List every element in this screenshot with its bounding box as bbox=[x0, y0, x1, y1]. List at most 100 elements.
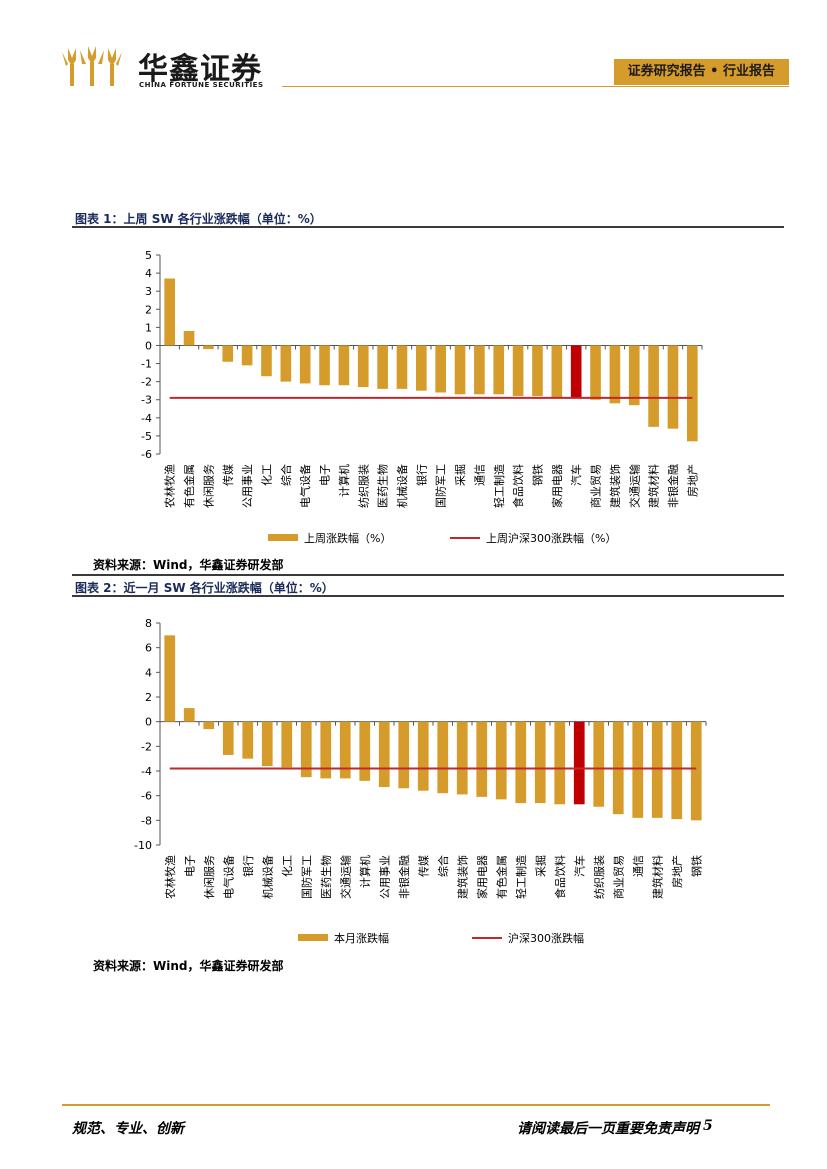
bar bbox=[554, 721, 566, 805]
bar bbox=[203, 721, 215, 730]
x-category-label: 传媒 bbox=[417, 855, 430, 877]
figure-1-bottom-rule bbox=[72, 574, 784, 576]
header: 华鑫证券 CHINA FORTUNE SECURITIES 证券研究报告 • 行… bbox=[0, 0, 827, 100]
y-tick-label: -10 bbox=[134, 839, 152, 852]
bar bbox=[686, 345, 698, 442]
x-category-label: 化工 bbox=[280, 855, 294, 877]
bar bbox=[435, 345, 447, 393]
legend-bar-swatch bbox=[298, 934, 328, 941]
bar bbox=[590, 345, 601, 400]
bar bbox=[242, 721, 254, 759]
x-category-label: 医药生物 bbox=[376, 464, 390, 508]
bar bbox=[339, 721, 351, 779]
bar bbox=[183, 330, 195, 346]
bar bbox=[164, 278, 176, 346]
figure-1-chart: 5 4 3 2 1 0 -1 -2 -3 -4 -5 -6 农林牧渔 有色金属 休闲服务 传媒 公用事业 化工综… bbox=[141, 249, 703, 545]
bar bbox=[515, 721, 527, 804]
x-category-label: 交通运输 bbox=[627, 464, 641, 508]
footer-disclaimer-text: 请阅读最后一页重要免责声明 bbox=[517, 1121, 699, 1137]
bar bbox=[203, 345, 214, 350]
y-tick-label: 2 bbox=[145, 303, 152, 316]
y-tick-label: 4 bbox=[145, 666, 152, 679]
logo-icon bbox=[62, 46, 122, 86]
y-tick-label: -4 bbox=[141, 765, 152, 778]
x-category-label: 采掘 bbox=[453, 464, 467, 486]
figure-2-source: 资料来源：Wind，华鑫证券研发部 bbox=[93, 959, 284, 973]
x-category-label: 综合 bbox=[436, 855, 450, 877]
y-tick-label: -4 bbox=[141, 412, 152, 425]
bar bbox=[648, 345, 659, 427]
x-category-label: 公用事业 bbox=[378, 855, 391, 899]
x-category-label: 交通运输 bbox=[338, 855, 352, 899]
x-category-label: 商业贸易 bbox=[589, 464, 603, 508]
x-category-label: 医药生物 bbox=[319, 855, 333, 899]
footer-slogan: 规范、专业、创新 bbox=[72, 1121, 184, 1137]
x-category-label: 房地产 bbox=[685, 464, 699, 497]
bar bbox=[357, 345, 369, 388]
x-category-label: 机械设备 bbox=[260, 855, 274, 899]
x-category-label: 纺织服装 bbox=[356, 464, 370, 508]
figure-1-top-rule bbox=[72, 226, 784, 228]
x-category-label: 电子 bbox=[319, 464, 332, 486]
bar bbox=[164, 635, 176, 722]
figure-2-title: 图表 2：近一月 SW 各行业涨跌幅（单位：%） bbox=[75, 581, 334, 595]
y-tick-label: -3 bbox=[141, 394, 152, 407]
x-category-label: 银行 bbox=[241, 855, 255, 877]
logo-chinese-name: 华鑫证券 bbox=[138, 52, 262, 87]
bar bbox=[398, 721, 410, 789]
report-type-badge: 证券研究报告 • 行业报告 bbox=[613, 59, 789, 85]
x-category-label: 农林牧渔 bbox=[163, 464, 177, 508]
bar bbox=[300, 721, 312, 778]
y-tick-label: -1 bbox=[141, 358, 152, 371]
x-category-label: 食品饮料 bbox=[511, 464, 525, 508]
x-category-label: 采掘 bbox=[533, 855, 547, 877]
figure-2-chart: 8 6 4 2 0 -2 -4 -6 -8 -10 农林牧渔 电子 休闲服务 电气设备 银行 机械设备 化工国… bbox=[134, 617, 707, 945]
figure-1-title: 图表 1：上周 SW 各行业涨跌幅（单位：%） bbox=[75, 212, 322, 226]
x-category-label: 建筑材料 bbox=[650, 855, 664, 899]
x-category-label: 综合 bbox=[279, 464, 293, 486]
bar bbox=[377, 345, 388, 389]
logo-english-name: CHINA FORTUNE SECURITIES bbox=[139, 81, 264, 89]
y-tick-label: 4 bbox=[145, 267, 152, 280]
bar bbox=[280, 345, 292, 382]
y-tick-label: 0 bbox=[145, 339, 152, 352]
bar bbox=[261, 345, 272, 377]
x-category-label: 纺织服装 bbox=[592, 855, 606, 899]
page-number: 5 bbox=[703, 1118, 713, 1134]
x-category-label: 公用事业 bbox=[241, 464, 254, 508]
y-tick-label: -5 bbox=[141, 430, 152, 443]
bar bbox=[570, 345, 582, 398]
x-category-label: 建筑材料 bbox=[647, 464, 661, 508]
x-category-label: 建筑装饰 bbox=[608, 464, 622, 508]
bar bbox=[222, 721, 234, 755]
x-category-label: 化工 bbox=[259, 464, 273, 486]
figure-2-top-rule bbox=[72, 595, 784, 597]
bar bbox=[338, 345, 350, 386]
bar bbox=[456, 721, 468, 795]
bar bbox=[671, 721, 683, 820]
bar bbox=[534, 721, 546, 804]
x-category-label: 家用电器 bbox=[475, 855, 489, 899]
bar bbox=[632, 721, 644, 818]
x-category-label: 房地产 bbox=[670, 855, 684, 888]
y-tick-label: 8 bbox=[145, 617, 152, 630]
x-category-label: 休闲服务 bbox=[201, 464, 215, 508]
x-category-label: 有色金属 bbox=[182, 464, 196, 508]
y-tick-label: 0 bbox=[145, 716, 152, 729]
bar bbox=[551, 345, 563, 398]
x-category-label: 通信 bbox=[632, 855, 645, 877]
x-category-label: 国防军工 bbox=[434, 464, 448, 508]
x-category-label: 非银金融 bbox=[666, 464, 680, 508]
bar bbox=[667, 345, 679, 429]
x-category-label: 钢铁 bbox=[531, 464, 544, 486]
bar bbox=[573, 721, 585, 805]
bar bbox=[628, 345, 640, 406]
x-category-label: 食品饮料 bbox=[553, 855, 567, 899]
y-tick-label: 3 bbox=[145, 285, 152, 298]
y-tick-label: -2 bbox=[141, 376, 152, 389]
x-category-label: 钢铁 bbox=[690, 855, 703, 877]
x-category-label: 计算机 bbox=[358, 855, 372, 888]
x-category-label: 计算机 bbox=[337, 464, 351, 497]
bar bbox=[532, 345, 543, 397]
bar bbox=[241, 345, 253, 366]
